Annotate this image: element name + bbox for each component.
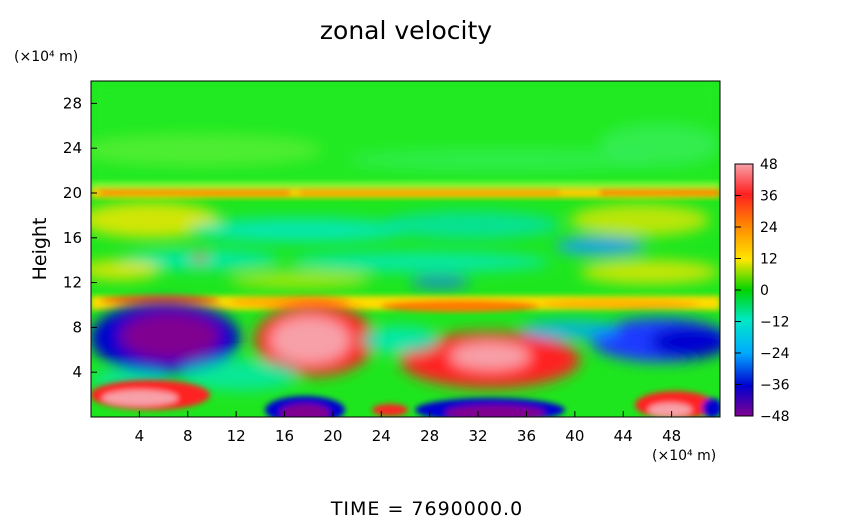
x-tick-label: 12 [227,427,246,445]
velocity-field [91,81,720,417]
y-tick-label: 8 [72,318,82,336]
colorbar-tick-label: −48 [760,409,790,425]
x-axis-units: (×10⁴ m) [652,448,716,464]
colorbar-tick-label: 48 [760,157,778,173]
y-tick-label: 16 [63,229,82,247]
x-tick-label: 48 [662,427,681,445]
y-tick-label: 20 [63,184,82,202]
y-tick-label: 4 [72,363,82,381]
x-tick-label: 32 [469,427,488,445]
colorbar-tick-label: 24 [760,220,778,236]
colorbar-tick-label: 12 [760,252,778,268]
colorbar-tick-label: −36 [760,378,790,394]
y-tick-label: 12 [63,274,82,292]
colorbar-tick-label: 36 [760,189,778,205]
colorbar-ticks: 48 36 24 12 0 −12 −24 −36 −48 [735,157,790,425]
y-tick-label: 28 [63,94,82,112]
x-axis: 4 8 12 16 20 24 28 32 36 40 44 48 [135,411,681,445]
time-label: TIME = 7690000.0 [330,498,523,519]
plot-frame [90,80,721,418]
y-axis-units: (×10⁴ m) [14,49,78,65]
colorbar-tick-label: −12 [760,315,790,331]
x-tick-label: 28 [420,427,439,445]
y-axis: 4 8 12 16 20 24 28 [63,94,97,381]
x-tick-label: 44 [614,427,633,445]
chart-title: zonal velocity [320,16,492,45]
x-tick-label: 24 [372,427,391,445]
y-tick-label: 24 [63,139,82,157]
x-tick-label: 16 [275,427,294,445]
x-tick-label: 4 [135,427,145,445]
x-tick-label: 36 [517,427,536,445]
colorbar-tick-label: −24 [760,346,790,362]
colorbar-tick-label: 0 [760,283,769,299]
x-tick-label: 8 [183,427,193,445]
y-axis-label: Height [29,218,51,281]
x-tick-label: 40 [565,427,584,445]
x-tick-label: 20 [323,427,342,445]
